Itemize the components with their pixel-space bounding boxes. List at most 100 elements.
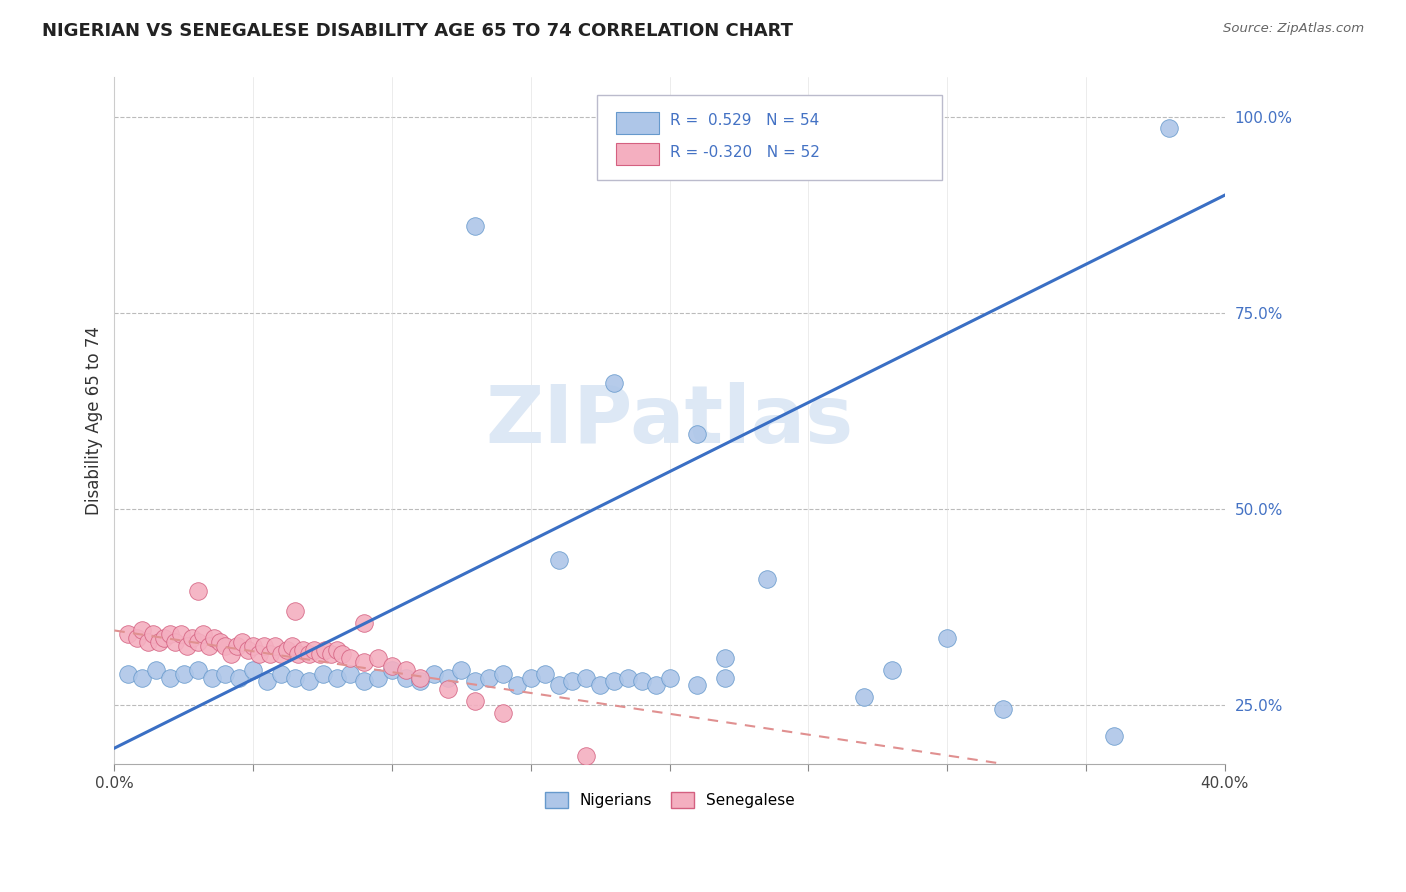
Point	[575, 671, 598, 685]
Point	[242, 639, 264, 653]
Point	[214, 639, 236, 653]
Point	[339, 651, 361, 665]
Point	[464, 674, 486, 689]
Point	[464, 694, 486, 708]
Point	[589, 678, 612, 692]
Point	[159, 671, 181, 685]
Point	[270, 666, 292, 681]
Point	[145, 663, 167, 677]
Point	[631, 674, 654, 689]
Legend: Nigerians, Senegalese: Nigerians, Senegalese	[538, 787, 800, 814]
Point	[353, 655, 375, 669]
Text: R =  0.529   N = 54: R = 0.529 N = 54	[669, 113, 818, 128]
Point	[298, 647, 321, 661]
FancyBboxPatch shape	[616, 144, 658, 165]
Point	[409, 674, 432, 689]
Point	[247, 647, 270, 661]
Point	[281, 639, 304, 653]
Point	[159, 627, 181, 641]
Point	[214, 666, 236, 681]
Point	[176, 639, 198, 653]
Point	[506, 678, 529, 692]
Point	[603, 674, 626, 689]
Point	[148, 635, 170, 649]
Point	[1102, 730, 1125, 744]
Point	[367, 651, 389, 665]
Point	[991, 702, 1014, 716]
Point	[714, 671, 737, 685]
Point	[308, 647, 330, 661]
Point	[319, 647, 342, 661]
Point	[292, 643, 315, 657]
Point	[547, 678, 569, 692]
Point	[422, 666, 444, 681]
Point	[714, 651, 737, 665]
Point	[125, 632, 148, 646]
Point	[339, 666, 361, 681]
Point	[533, 666, 555, 681]
Point	[117, 666, 139, 681]
Point	[270, 647, 292, 661]
Point	[450, 663, 472, 677]
Point	[173, 666, 195, 681]
Point	[136, 635, 159, 649]
Point	[187, 635, 209, 649]
Point	[131, 624, 153, 638]
Text: Source: ZipAtlas.com: Source: ZipAtlas.com	[1223, 22, 1364, 36]
Point	[284, 604, 307, 618]
Point	[436, 671, 458, 685]
Point	[325, 643, 347, 657]
Point	[236, 643, 259, 657]
Point	[219, 647, 242, 661]
Point	[198, 639, 221, 653]
Point	[276, 643, 298, 657]
Point	[644, 678, 666, 692]
Point	[395, 663, 418, 677]
Point	[287, 647, 309, 661]
Point	[1159, 121, 1181, 136]
Point	[200, 671, 222, 685]
Point	[936, 632, 959, 646]
Point	[492, 706, 515, 720]
Point	[436, 682, 458, 697]
Point	[202, 632, 225, 646]
Point	[193, 627, 215, 641]
Point	[253, 639, 276, 653]
Point	[464, 219, 486, 234]
Point	[409, 671, 432, 685]
FancyBboxPatch shape	[598, 95, 942, 180]
Point	[259, 647, 281, 661]
Point	[264, 639, 287, 653]
Point	[603, 376, 626, 391]
Point	[561, 674, 583, 689]
Point	[284, 671, 307, 685]
Y-axis label: Disability Age 65 to 74: Disability Age 65 to 74	[86, 326, 103, 515]
FancyBboxPatch shape	[616, 112, 658, 134]
Point	[575, 749, 598, 764]
Point	[153, 632, 176, 646]
Point	[181, 632, 204, 646]
Point	[520, 671, 543, 685]
Text: NIGERIAN VS SENEGALESE DISABILITY AGE 65 TO 74 CORRELATION CHART: NIGERIAN VS SENEGALESE DISABILITY AGE 65…	[42, 22, 793, 40]
Point	[880, 663, 903, 677]
Point	[325, 671, 347, 685]
Point	[165, 635, 187, 649]
Point	[686, 427, 709, 442]
Point	[686, 678, 709, 692]
Point	[187, 663, 209, 677]
Point	[131, 671, 153, 685]
Point	[381, 658, 404, 673]
Point	[367, 671, 389, 685]
Point	[755, 573, 778, 587]
Text: R = -0.320   N = 52: R = -0.320 N = 52	[669, 145, 820, 160]
Point	[225, 639, 247, 653]
Point	[231, 635, 253, 649]
Point	[658, 671, 681, 685]
Point	[298, 674, 321, 689]
Point	[492, 666, 515, 681]
Point	[256, 674, 278, 689]
Point	[314, 643, 336, 657]
Point	[304, 643, 326, 657]
Point	[228, 671, 250, 685]
Point	[395, 671, 418, 685]
